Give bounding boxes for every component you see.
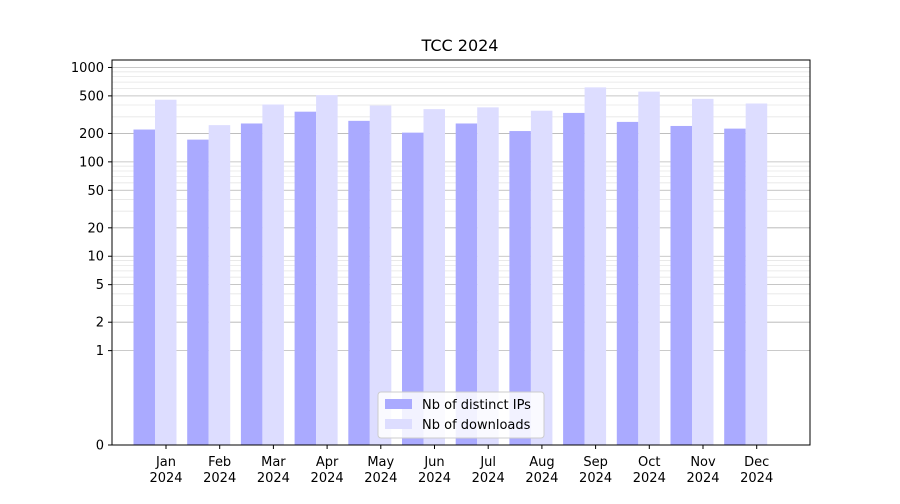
y-tick-label: 5	[96, 278, 104, 293]
y-tick-label: 500	[79, 89, 104, 104]
legend-label: Nb of distinct IPs	[422, 398, 531, 413]
x-tick-label-month: Dec	[744, 455, 769, 470]
bar-distinct-ips	[348, 120, 370, 445]
x-tick-label-month: Nov	[690, 455, 716, 470]
y-tick-label: 200	[79, 127, 104, 142]
x-tick-label: Dec 2024	[740, 455, 773, 486]
bar-downloads	[745, 103, 768, 445]
bar-downloads	[208, 125, 231, 446]
x-tick-label: May 2024	[364, 455, 397, 486]
x-tick-label-year: 2024	[633, 471, 666, 486]
bar-distinct-ips	[240, 123, 263, 446]
x-tick-label: Jul 2024	[472, 455, 505, 486]
x-tick-label-year: 2024	[472, 471, 505, 486]
y-tick-label: 100	[79, 155, 104, 170]
x-tick-label-year: 2024	[311, 471, 344, 486]
x-tick-label-month: Jun	[423, 455, 444, 470]
bar-distinct-ips	[455, 123, 478, 446]
bar-distinct-ips	[563, 112, 585, 446]
bar-distinct-ips	[616, 121, 639, 445]
x-tick-label: Mar 2024	[257, 455, 290, 486]
x-tick-label-month: Apr	[316, 455, 339, 470]
x-tick-label-year: 2024	[149, 471, 182, 486]
bar-distinct-ips	[133, 129, 155, 446]
y-tick-label: 2	[96, 316, 104, 331]
bar-downloads	[423, 109, 445, 446]
x-tick-label: Jan 2024	[149, 455, 182, 486]
bar-distinct-ips	[402, 132, 424, 445]
legend: Nb of distinct IPs Nb of downloads	[377, 391, 545, 439]
y-tick-label: 0	[96, 439, 104, 454]
x-tick-label-year: 2024	[418, 471, 451, 486]
legend-swatch	[385, 399, 412, 409]
x-tick-label-month: Aug	[529, 455, 554, 470]
x-tick-label: Feb 2024	[203, 455, 236, 486]
y-tick-label: 1	[96, 344, 104, 359]
x-tick-label: Jun 2024	[418, 455, 451, 486]
bar-downloads	[369, 105, 392, 445]
legend-box	[377, 391, 545, 439]
x-tick-label-year: 2024	[364, 471, 397, 486]
legend-label: Nb of downloads	[422, 418, 531, 433]
x-tick-label-year: 2024	[257, 471, 290, 486]
bar-distinct-ips	[724, 128, 746, 446]
x-tick-label-year: 2024	[686, 471, 719, 486]
x-tick-label: Aug 2024	[525, 455, 558, 486]
bar-downloads	[638, 91, 660, 446]
bar-downloads	[692, 98, 714, 445]
bar-distinct-ips	[509, 131, 531, 445]
bar-downloads	[262, 104, 284, 446]
bar-downloads	[155, 99, 177, 445]
y-tick-label: 50	[87, 184, 104, 199]
x-tick-label-month: Jul	[479, 455, 496, 470]
legend-swatch	[385, 419, 412, 429]
x-tick-label-year: 2024	[203, 471, 236, 486]
x-tick-label-month: Sep	[583, 455, 608, 470]
x-tick-label: Apr 2024	[311, 455, 344, 486]
x-tick-label-month: Oct	[638, 455, 660, 470]
x-tick-label-month: May	[367, 455, 394, 470]
x-tick-label-year: 2024	[740, 471, 773, 486]
bar-downloads	[477, 107, 499, 446]
chart-title: TCC 2024	[421, 36, 499, 55]
bar-distinct-ips	[294, 111, 317, 446]
bar-downloads	[584, 87, 607, 445]
y-tick-label: 1000	[71, 61, 104, 76]
x-tick-label-month: Jan	[155, 455, 176, 470]
x-tick-label: Oct 2024	[633, 455, 666, 486]
bar-downloads	[316, 95, 338, 446]
x-tick-label-year: 2024	[579, 471, 612, 486]
x-tick-label: Nov 2024	[686, 455, 719, 486]
x-tick-label: Sep 2024	[579, 455, 612, 486]
bar-distinct-ips	[670, 125, 692, 445]
bar-distinct-ips	[187, 139, 209, 445]
y-tick-label: 10	[87, 250, 104, 265]
x-tick-label-month: Mar	[261, 455, 286, 470]
plot-frame	[111, 59, 811, 446]
bar-downloads	[530, 110, 553, 446]
bars	[133, 87, 768, 446]
y-tick-label: 20	[87, 221, 104, 236]
x-tick-label-year: 2024	[525, 471, 558, 486]
x-tick-label-month: Feb	[208, 455, 231, 470]
